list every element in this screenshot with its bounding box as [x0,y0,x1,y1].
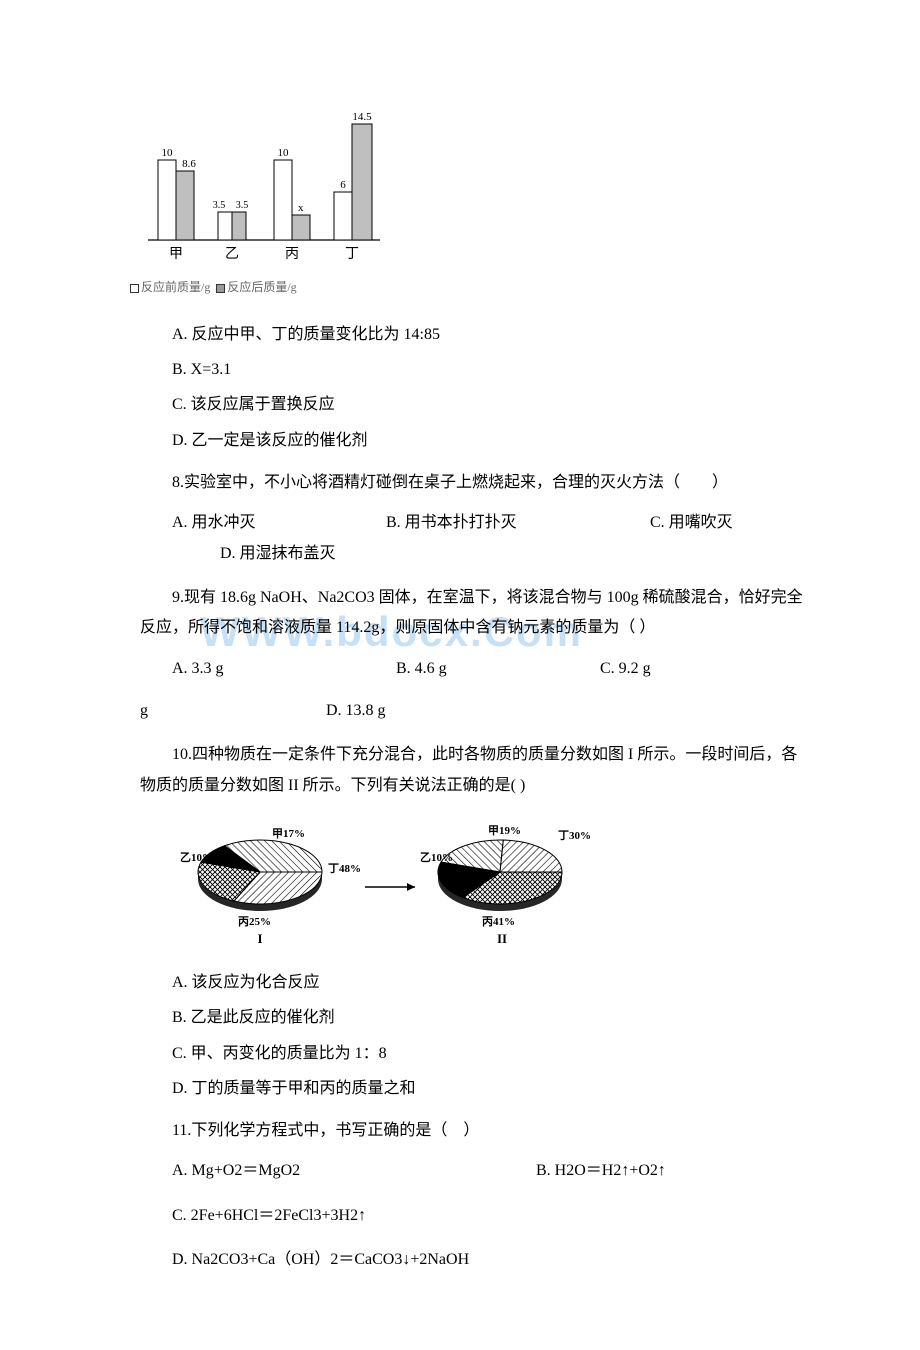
legend-after-label: 反应后质量/g [227,280,296,294]
svg-text:丙: 丙 [285,247,299,262]
svg-text:甲19%: 甲19% [488,824,521,837]
svg-text:3.5: 3.5 [213,200,226,211]
q7-option-b: B. X=3.1 [172,352,810,387]
svg-text:乙: 乙 [225,246,239,262]
svg-text:丙25%: 丙25% [238,915,271,928]
svg-text:10: 10 [162,147,174,159]
svg-text:3.5: 3.5 [236,200,249,211]
svg-text:丁48%: 丁48% [328,862,361,875]
q7-bar-chart: 10 8.6 3.5 3.5 10 x 6 14.5 甲 乙 丙 丁 [140,90,400,270]
q9-options-row2: g D. 13.8 g [140,696,810,726]
q11-option-d: D. Na2CO3+Ca（OH）2＝CaCO3↓+2NaOH [172,1251,469,1268]
q8-option-a: A. 用水冲灭 [172,508,382,538]
svg-text:乙10%: 乙10% [420,851,453,864]
svg-text:甲17%: 甲17% [272,827,305,840]
q7-options: A. 反应中甲、丁的质量变化比为 14:85 B. X=3.1 C. 该反应属于… [172,317,810,458]
svg-text:甲: 甲 [169,247,183,262]
q8-options: A. 用水冲灭 B. 用书本扑打扑灭 C. 用嘴吹灭 D. 用湿抹布盖灭 [172,508,810,569]
q9-option-a: A. 3.3 g [172,654,392,684]
q11-stem: 11.下列化学方程式中，书写正确的是（ ） [140,1116,810,1146]
q8-option-c: C. 用嘴吹灭 [650,508,733,538]
q9-options: A. 3.3 g B. 4.6 g C. 9.2 g [140,654,810,684]
svg-text:丙41%: 丙41% [482,915,515,928]
svg-text:I: I [257,931,262,946]
q11-row-d: D. Na2CO3+Ca（OH）2＝CaCO3↓+2NaOH [172,1245,810,1275]
svg-text:丁30%: 丁30% [558,829,591,842]
legend-after-box [216,284,225,293]
svg-text:乙10%: 乙10% [180,851,213,864]
q9-option-d: D. 13.8 g [326,702,386,719]
q10-options: A. 该反应为化合反应 B. 乙是此反应的催化剂 C. 甲、丙变化的质量比为 1… [172,965,810,1106]
legend-before-box [130,284,139,293]
svg-text:丁: 丁 [345,247,359,262]
q10-stem: 10.四种物质在一定条件下充分混合，此时各物质的质量分数如图 I 所示。一段时间… [140,740,810,801]
q7-chart-legend: 反应前质量/g 反应后质量/g [130,278,810,295]
q10-option-d: D. 丁的质量等于甲和丙的质量之和 [172,1071,810,1106]
q7-option-d: D. 乙一定是该反应的催化剂 [172,423,810,458]
q7-option-a: A. 反应中甲、丁的质量变化比为 14:85 [172,317,810,352]
q7-option-c: C. 该反应属于置换反应 [172,387,810,422]
svg-text:8.6: 8.6 [182,158,196,170]
document-content: 10 8.6 3.5 3.5 10 x 6 14.5 甲 乙 丙 丁 反应前质量… [140,90,810,1276]
q11-row-c: C. 2Fe+6HCl＝2FeCl3+3H2↑ [172,1201,810,1231]
q11-option-c: C. 2Fe+6HCl＝2FeCl3+3H2↑ [172,1207,366,1224]
q11-row-ab: A. Mg+O2＝MgO2 B. H2O＝H2↑+O2↑ [172,1156,810,1186]
svg-text:10: 10 [278,147,290,159]
q9-option-b: B. 4.6 g [396,654,596,684]
q10-pie-figure: 甲17% 乙10% 丙25% 丁48% I 甲19% 乙10% 丙41% 丁30… [170,817,810,947]
svg-text:6: 6 [340,179,346,191]
q9-g-label: g [140,702,148,719]
q9-option-c: C. 9.2 g [600,654,651,684]
q8-option-d: D. 用湿抹布盖灭 [220,539,336,569]
q11-option-a: A. Mg+O2＝MgO2 [172,1156,532,1186]
q10-option-c: C. 甲、丙变化的质量比为 1：8 [172,1036,810,1071]
q11-option-b: B. H2O＝H2↑+O2↑ [536,1162,666,1179]
svg-text:x: x [298,202,304,214]
q8-option-b: B. 用书本扑打扑灭 [386,508,646,538]
svg-text:14.5: 14.5 [352,111,372,123]
legend-before-label: 反应前质量/g [141,280,210,294]
q10-option-a: A. 该反应为化合反应 [172,965,810,1000]
svg-text:II: II [497,931,507,946]
q8-stem: 8.实验室中，不小心将酒精灯碰倒在桌子上燃烧起来，合理的灭火方法（ ） [140,468,810,498]
q10-option-b: B. 乙是此反应的催化剂 [172,1000,810,1035]
q9-stem: 9.现有 18.6g NaOH、Na2CO3 固体，在室温下，将该混合物与 10… [140,583,810,644]
